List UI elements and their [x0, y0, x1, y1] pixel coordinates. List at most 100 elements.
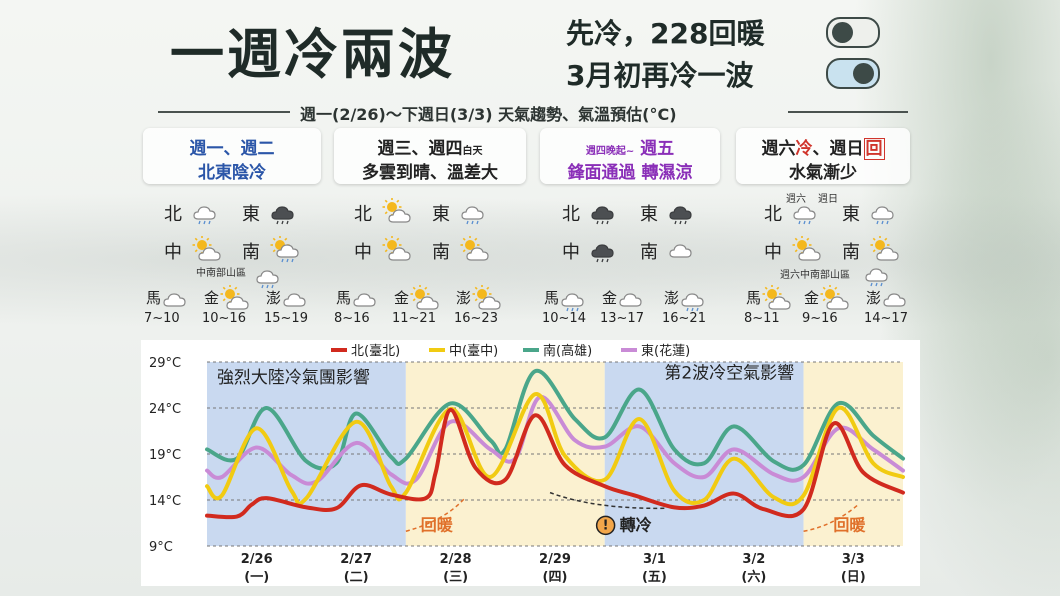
day-sat: 週六	[761, 139, 796, 159]
partly-sunny-icon	[472, 284, 502, 317]
trend-arrow-warm	[803, 504, 859, 533]
x-tick-weekday: (六)	[741, 569, 766, 585]
island-label-matsu: 馬	[746, 289, 762, 307]
temp-range-penghu: 16~23	[454, 311, 498, 326]
island-label-penghu: 澎	[664, 289, 680, 307]
region-label-central: 中	[562, 242, 580, 263]
x-tick-label: 2/26	[241, 552, 273, 567]
temp-range-matsu: 10~14	[542, 311, 586, 326]
temp-range-kinmen: 10~16	[202, 311, 246, 326]
note-saturday: 週六	[786, 194, 806, 205]
forecast-subtitle: 週一(2/26)～下週日(3/3) 天氣趨勢、氣溫預估(°C)	[300, 105, 677, 124]
x-tick-weekday: (五)	[642, 570, 667, 585]
region-label-north: 北	[354, 204, 372, 225]
island-label-penghu: 澎	[266, 289, 282, 307]
island-label-matsu: 馬	[336, 289, 352, 307]
island-label-matsu: 馬	[544, 289, 560, 307]
cloud-rain-icon	[792, 198, 822, 230]
region-label-north: 北	[562, 204, 580, 225]
day-box-title: 週四晚起~ 週五	[540, 134, 720, 159]
x-tick-label: 2/28	[440, 552, 472, 567]
cloud-icon	[282, 285, 312, 317]
region-label-north: 北	[764, 204, 782, 225]
region-label-east: 東	[242, 204, 260, 225]
region-label-south: 南	[242, 242, 260, 263]
day-box-desc: 北東陰冷	[198, 163, 266, 183]
partly-sunny-icon	[870, 235, 900, 268]
region-label-north: 北	[164, 204, 182, 225]
trend-arrow-warm	[405, 496, 467, 533]
x-tick-weekday: (四)	[543, 570, 568, 585]
region-label-central: 中	[354, 242, 372, 263]
y-tick-label: 29°C	[149, 356, 181, 371]
x-tick-label: 3/2	[742, 552, 765, 567]
temp-range-matsu: 7~10	[144, 311, 180, 326]
region-label-central: 中	[764, 242, 782, 263]
temp-range-penghu: 15~19	[264, 311, 308, 326]
partly-sunny-icon	[382, 235, 412, 268]
cloud-icon	[618, 285, 648, 317]
subtitle-line-2: 3月初再冷一波	[566, 59, 754, 92]
cloud-rain-icon	[560, 285, 590, 317]
day-box-wed-thu: 週三、週四白天 多雲到晴、溫差大	[334, 128, 526, 184]
chart-annotation: 轉冷	[620, 515, 652, 534]
toggle-knob	[853, 63, 874, 84]
toggle-knob	[832, 22, 853, 43]
partly-sunny-icon	[410, 284, 440, 317]
divider-right	[788, 111, 908, 113]
day-box-mon-tue: 週一、週二 北東陰冷	[143, 128, 321, 184]
partly-sunny-icon	[762, 284, 792, 317]
page-title: 一週冷兩波	[170, 23, 455, 86]
dark-rain-cloud-icon	[270, 198, 300, 230]
cloud-rain-icon	[460, 198, 490, 230]
day-box-fri: 週四晚起~ 週五 鋒面通過 轉濕涼	[540, 128, 720, 184]
toggle-switch-off[interactable]	[826, 17, 880, 48]
temp-range-matsu: 8~16	[334, 311, 370, 326]
partly-sunny-rain-icon	[270, 235, 300, 268]
day-sun-warm: 回	[863, 138, 885, 160]
region-label-south: 南	[640, 242, 658, 263]
temperature-chart: 29°C 24°C 19°C 14°C 9°C 2/26 (一) 2/27 (二) 2/28 (三)…	[141, 340, 920, 586]
day-box-desc: 鋒面通過 轉濕涼	[567, 163, 693, 183]
x-tick-label: 2/29	[539, 552, 571, 567]
series-line-0	[205, 407, 905, 520]
note-saturday-mountain: 週六中南部山區	[780, 270, 850, 281]
island-label-matsu: 馬	[146, 289, 162, 307]
island-label-kinmen: 金	[204, 289, 220, 307]
day-box-sat-sun: 週六冷、週日回 水氣漸少	[736, 128, 910, 184]
island-label-kinmen: 金	[394, 289, 410, 307]
temp-range-kinmen: 11~21	[392, 311, 436, 326]
temp-range-matsu: 8~11	[744, 311, 780, 326]
partly-sunny-icon	[792, 235, 822, 268]
x-tick-weekday: (日)	[841, 570, 866, 585]
region-label-east: 東	[842, 204, 860, 225]
legend-label: 中(臺中)	[449, 344, 498, 359]
chart-annotation: 回暖	[833, 515, 866, 534]
dark-rain-cloud-icon	[590, 198, 620, 230]
cloud-rain-icon	[870, 198, 900, 230]
dark-rain-cloud-icon	[668, 198, 698, 230]
day-box-desc: 多雲到晴、溫差大	[362, 163, 498, 183]
temp-range-kinmen: 13~17	[600, 311, 644, 326]
cloud-icon	[162, 285, 192, 317]
temp-range-penghu: 16~21	[662, 311, 706, 326]
toggle-switch-on[interactable]	[826, 58, 880, 89]
day-box-title: 週三、週四白天	[334, 134, 526, 159]
x-tick-label: 3/1	[643, 552, 666, 567]
cloud-rain-icon	[864, 260, 894, 292]
day-sat-cold: 冷	[795, 139, 813, 159]
day-sun: 、週日	[812, 139, 864, 159]
chart-annotation: 第2波冷空氣影響	[664, 364, 794, 384]
chart-annotation: 強烈大陸冷氣團影響	[217, 368, 370, 388]
cloud-rain-icon	[680, 285, 710, 317]
cloud-icon	[352, 285, 382, 317]
legend-label: 北(臺北)	[351, 344, 400, 359]
legend-label: 東(花蓮)	[641, 343, 690, 359]
chart-annotation: 回暖	[421, 515, 454, 534]
day-box-title: 週六冷、週日回	[736, 134, 910, 160]
region-label-central: 中	[164, 242, 182, 263]
x-tick-weekday: (二)	[344, 570, 369, 585]
day-box-desc: 水氣漸少	[789, 163, 857, 183]
note-sunday: 週日	[818, 194, 838, 205]
day-box-title-note: 週四晚起~	[585, 146, 635, 157]
